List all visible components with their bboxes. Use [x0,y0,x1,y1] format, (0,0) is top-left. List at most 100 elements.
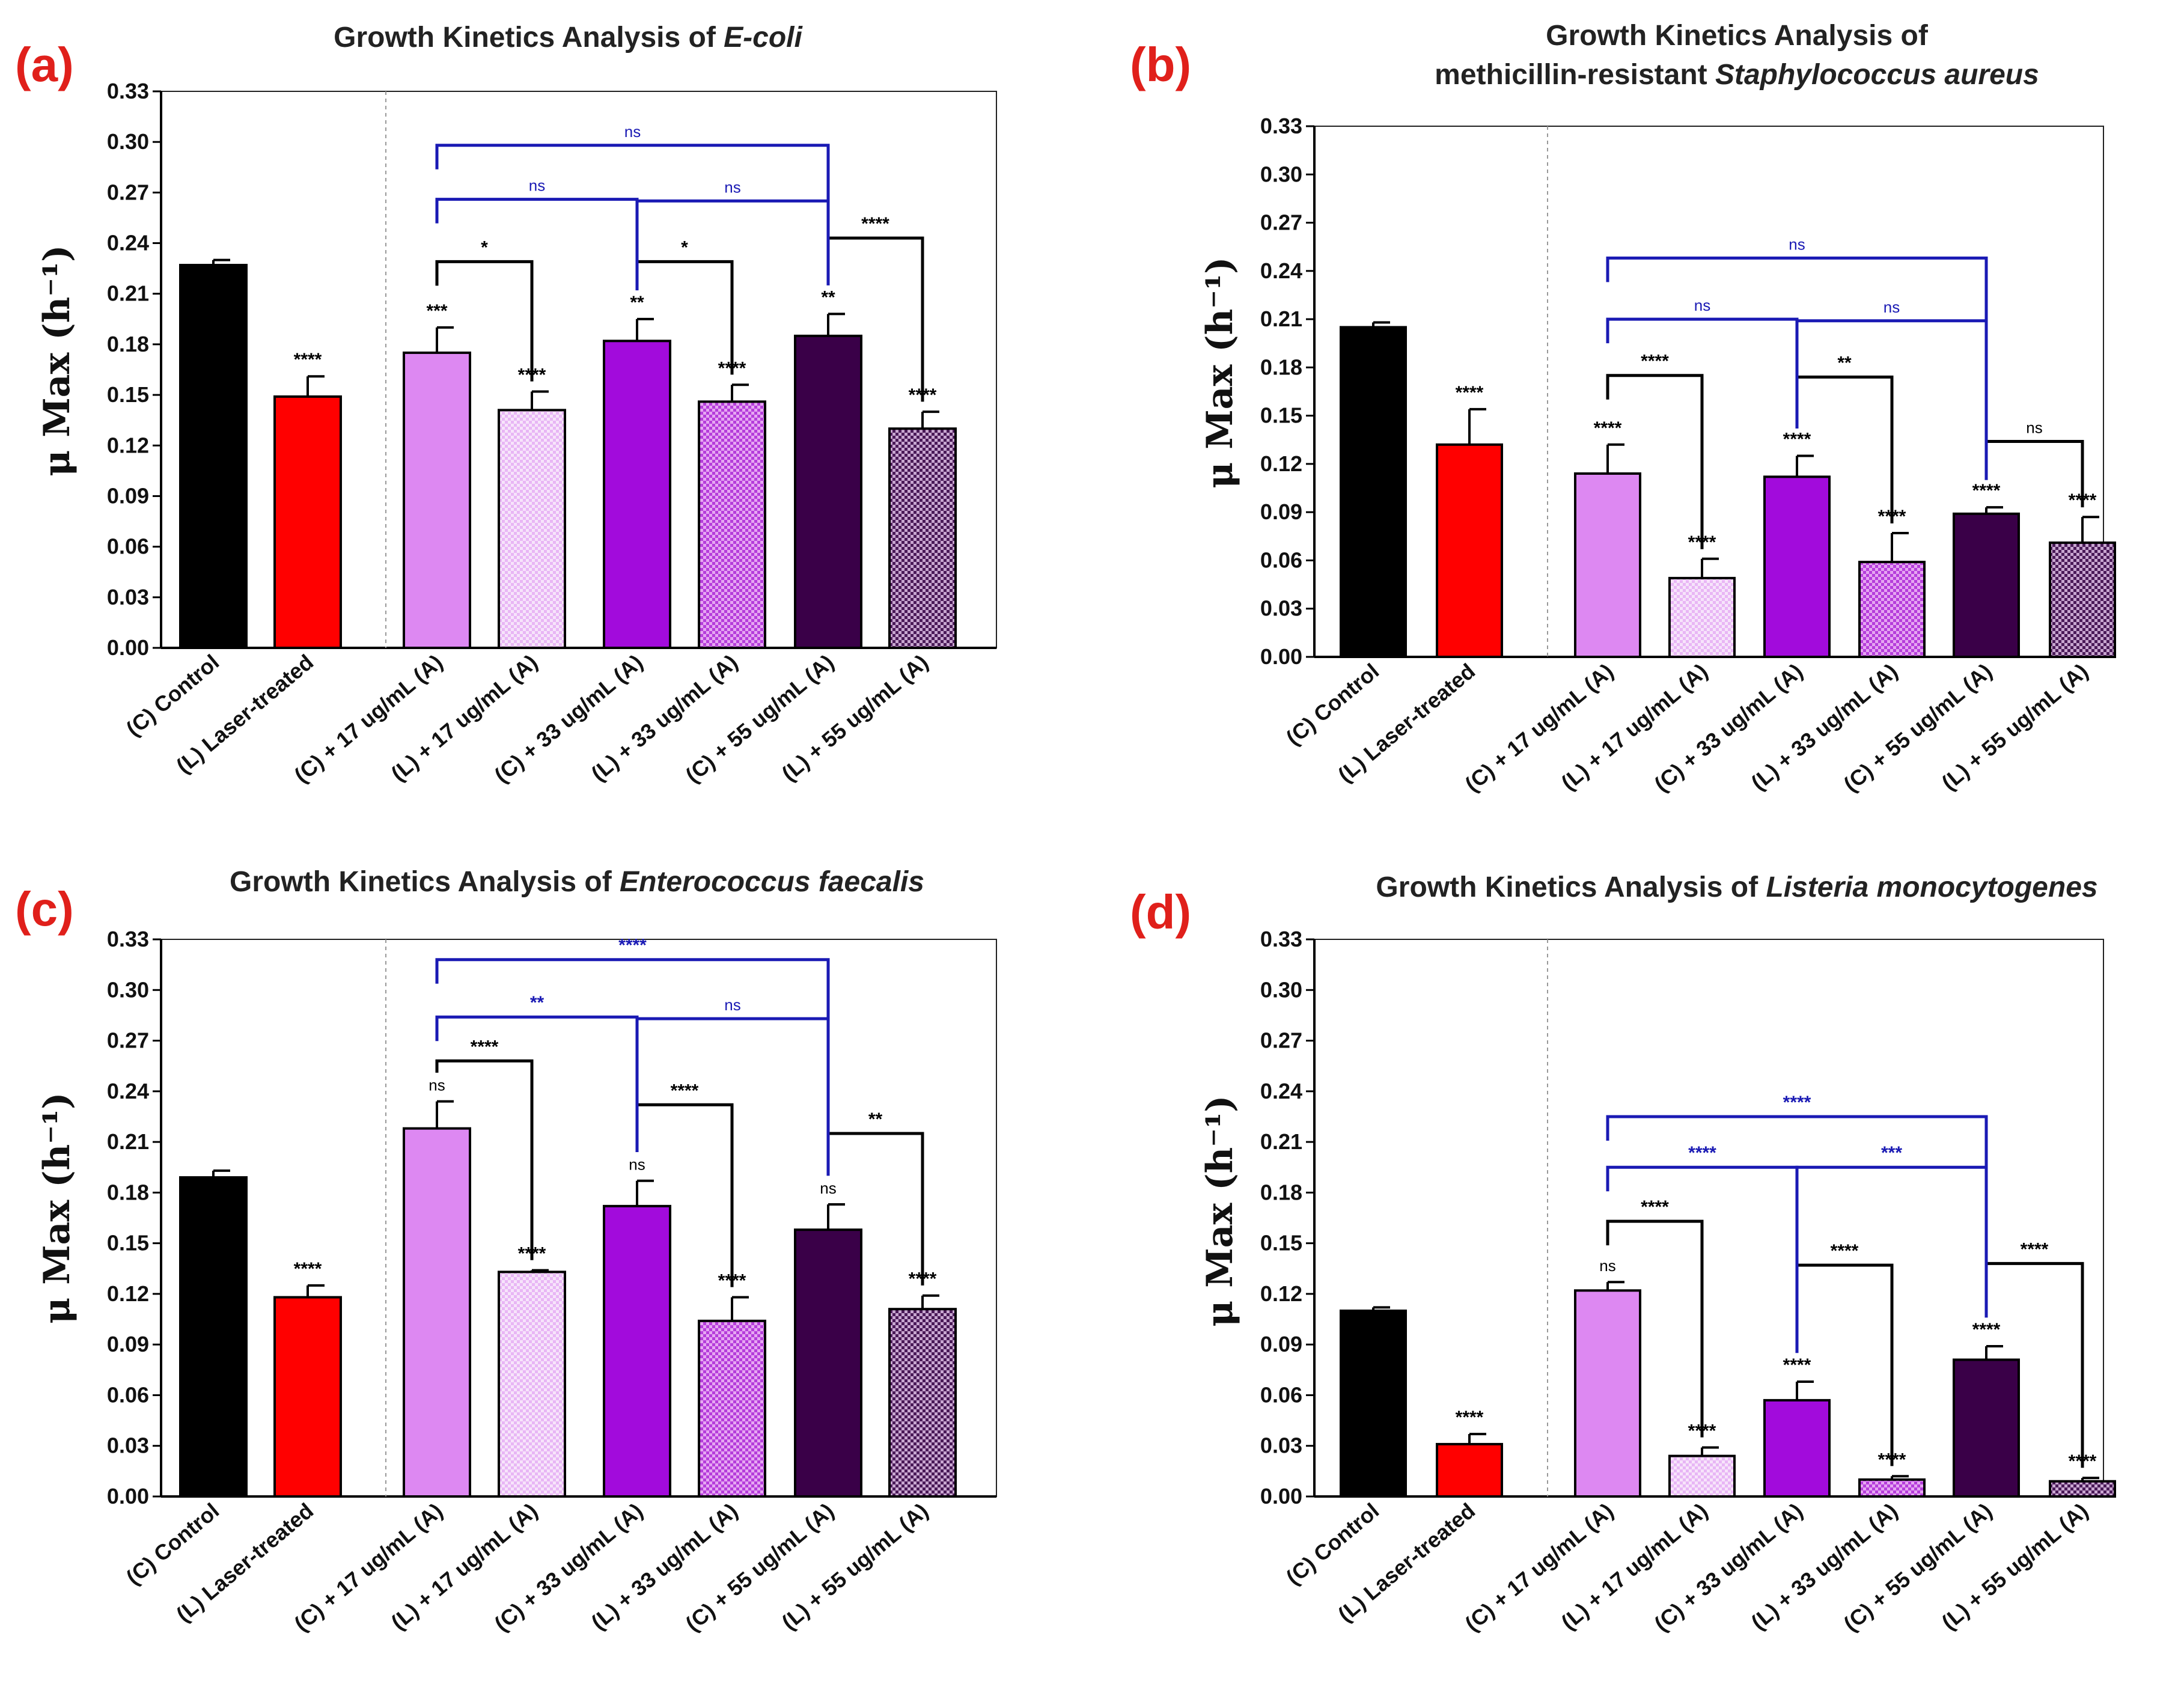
panel-b: (b) Growth Kinetics Analysis of methicil… [1130,20,2116,796]
bar-5 [603,1204,671,1498]
bar-significance-label: ** [821,287,835,307]
chart-title-b-line2: methicillin-resistant Staphylococcus aur… [1435,59,2039,91]
y-tick-label: 0.21 [1260,1129,1302,1154]
comparison-label: **** [2021,1239,2049,1259]
comparison-label: *** [1881,1143,1902,1163]
y-tick-label: 0.24 [1260,1079,1302,1103]
chart-title-c-species: Enterococcus faecalis [620,866,924,898]
comparison-label: ** [868,1109,883,1129]
comparison-label: ns [2026,418,2042,436]
bar-3 [403,351,471,649]
y-tick-label: 0.00 [1260,644,1302,669]
bar-3 [1574,472,1641,658]
y-tick-label: 0.03 [1260,1433,1302,1458]
bar-8 [2049,1480,2116,1498]
bar-6 [1858,561,1926,658]
comparison-label: * [481,237,488,257]
y-tick-label: 0.09 [107,1332,149,1356]
comparison-label: ns [529,177,545,195]
y-tick-label: 0.27 [1260,1028,1302,1053]
comparison-label: ns [724,996,740,1014]
y-tick-label: 0.30 [107,129,149,154]
y-tick-label: 0.33 [1260,114,1302,138]
comparison-label: ns [1884,298,1900,316]
comparison-label: **** [1641,1197,1669,1217]
bar-significance-label: **** [294,1259,322,1279]
y-tick-label: 0.12 [107,433,149,457]
comparison-bracket [1606,1219,1704,1438]
chart-title-a: Growth Kinetics Analysis of E-coli [334,22,803,53]
comparison-label: **** [471,1037,499,1057]
y-tick-label: 0.27 [107,180,149,204]
y-tick-label: 0.06 [1260,548,1302,572]
y-tick-label: 0.15 [1260,403,1302,428]
panel-label-d: (d) [1130,885,1191,939]
comparison-bracket [435,1015,639,1152]
bar-significance-label: ** [630,293,644,313]
y-tick-label: 0.15 [107,1231,149,1255]
y-axis-label-a: μ Max (h⁻¹) [36,245,78,476]
y-tick-label: 0.33 [107,79,149,103]
bar-significance-label: **** [1456,1408,1484,1427]
comparison-bracket [435,144,830,285]
y-axis-label-b: μ Max (h⁻¹) [1199,257,1241,488]
comparison-bracket [435,958,830,1176]
chart-title-d: Growth Kinetics Analysis of Listeria mon… [1376,871,2097,903]
bar-significance-label: ns [429,1076,445,1094]
comparison-bracket [435,260,534,382]
y-tick-label: 0.18 [1260,1180,1302,1204]
y-tick-label: 0.12 [107,1281,149,1306]
bar-7 [794,1228,862,1498]
y-tick-label: 0.27 [107,1028,149,1053]
bar-4 [1668,1454,1736,1498]
y-axis-label-d: μ Max (h⁻¹) [1199,1095,1241,1326]
y-tick-label: 0.24 [107,231,149,255]
y-tick-label: 0.33 [107,927,149,951]
bar-4 [498,409,566,649]
y-tick-label: 0.21 [107,281,149,306]
bar-significance-label: ns [629,1156,645,1174]
panel-a: (a) Growth Kinetics Analysis of E-coli μ… [15,22,997,787]
comparison-bracket [435,198,639,291]
y-tick-label: 0.30 [107,977,149,1002]
bar-1 [179,264,248,649]
comparison-label: **** [1831,1241,1859,1261]
y-tick-label: 0.03 [107,1433,149,1458]
panel-label-c: (c) [15,882,74,936]
y-tick-label: 0.21 [107,1129,149,1154]
y-tick-label: 0.12 [1260,451,1302,476]
bar-5 [603,340,671,650]
chart-title-b: Growth Kinetics Analysis of [1546,20,1929,52]
bar-significance-label: **** [1972,481,2001,501]
bar-significance-label: ns [1599,1257,1615,1275]
bar-5 [1763,1399,1831,1498]
panel-label-a: (a) [15,38,74,91]
x-tick-label: (C) Control [121,1498,224,1590]
y-tick-label: 0.27 [1260,210,1302,235]
chart-title-a-main: Growth Kinetics Analysis of [334,22,724,53]
y-tick-label: 0.21 [1260,307,1302,331]
comparison-label: ns [1694,296,1710,314]
panel-c: (c) Growth Kinetics Analysis of Enteroco… [15,866,997,1636]
bar-significance-label: **** [1594,418,1622,438]
y-tick-label: 0.24 [1260,258,1302,283]
y-tick-label: 0.30 [1260,977,1302,1002]
y-tick-label: 0.03 [107,585,149,609]
bar-6 [1858,1478,1926,1498]
bar-significance-label: **** [294,350,322,370]
comparison-label: ns [1789,235,1805,253]
x-tick-label: (C) Control [1281,659,1383,750]
bar-7 [1953,1358,2020,1498]
bar-6 [698,400,766,649]
y-tick-label: 0.06 [107,534,149,559]
comparison-label: **** [861,214,889,234]
chart-title-a-species: E-coli [724,22,803,53]
comparison-label: ** [530,993,544,1013]
comparison-label: ** [1837,353,1852,373]
comparison-bracket [1606,1165,1799,1353]
y-tick-label: 0.06 [107,1382,149,1407]
chart-title-c: Growth Kinetics Analysis of Enterococcus… [230,866,924,898]
chart-title-d-species: Listeria monocytogenes [1766,871,2097,903]
bar-8 [2049,541,2116,659]
y-tick-label: 0.00 [1260,1484,1302,1508]
